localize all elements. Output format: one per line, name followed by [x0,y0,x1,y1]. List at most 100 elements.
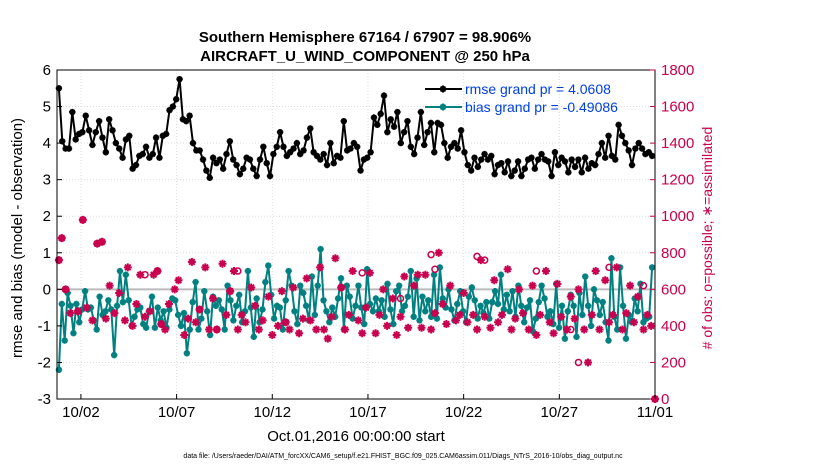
rmse-point [82,112,89,119]
bias-point [55,366,63,373]
obs-assimilated-point [337,283,346,292]
obs-possible-point [574,358,583,367]
rmse-point [72,136,79,143]
bias-point [108,306,115,313]
bias-point [393,287,400,295]
rmse-point [347,145,354,152]
rmse-point [105,116,113,123]
rmse-point [92,128,99,136]
rmse-point [116,145,123,152]
rmse-point [226,138,234,145]
obs-assimilated-point [344,310,353,319]
obs-possible-point [567,325,575,334]
legend: rmse grand pr = 4.0608 bias grand pr = -… [425,81,618,115]
bias-point [262,278,269,286]
bias-point [244,267,252,275]
obs-assimilated-point [587,310,596,319]
obs-assimilated-point [518,309,527,318]
rmse-point [290,145,297,152]
rmse-point [270,150,277,158]
rmse-point [541,156,549,163]
rmse-point [431,149,438,156]
rmse-point [300,147,307,154]
y-left-tick-label: 5 [43,99,51,116]
bias-point [529,328,537,335]
obs-assimilated-point [306,316,315,325]
bias-point [640,319,647,326]
rmse-point [501,169,508,176]
bias-point [299,289,307,297]
rmse-point [333,152,341,160]
bias-point [140,320,147,328]
bias-point [183,350,191,357]
bias-point [64,289,71,297]
obs-assimilated-point [383,321,392,330]
rmse-point [109,127,116,134]
y-axis-right-label: # of obs: o=possible; ∗=assimilated [699,127,715,350]
obs-assimilated-point [528,281,537,290]
rmse-point [186,112,193,119]
rmse-point [126,132,133,139]
bias-point [276,304,284,311]
obs-possible-point [74,307,82,316]
bias-point [326,319,333,326]
rmse-point [404,117,411,125]
bias-point [273,302,281,309]
rmse-point [213,160,220,167]
obs-assimilated-point [476,256,485,265]
obs-assimilated-point [626,281,635,290]
rmse-point [327,139,334,147]
obs-assimilated-point [451,316,460,325]
obs-assimilated-point [132,299,141,308]
bias-point [323,308,330,315]
rmse-point [199,156,207,163]
obs-assimilated-point [274,321,283,330]
rmse-point [538,150,545,158]
obs-assimilated-point [226,287,235,296]
obs-assimilated-point [400,272,409,281]
rmse-point [571,163,579,171]
bias-point [579,311,586,319]
bias-point [648,264,656,271]
rmse-point [387,116,394,123]
obs-assimilated-point [362,303,371,312]
bias-point [125,297,132,304]
rmse-point [605,132,612,139]
rmse-point [246,156,254,163]
obs-assimilated-point [97,237,106,246]
bias-point [265,262,272,269]
rmse-point [370,114,378,121]
obs-assimilated-point [507,325,516,334]
bias-point [518,302,525,309]
rmse-point [441,139,448,147]
rmse-point [240,165,247,172]
bias-point [477,302,484,309]
rmse-point [551,149,559,156]
bias-point [544,313,551,320]
rmse-point [99,134,106,141]
obs-assimilated-point [434,248,443,257]
bias-point [390,320,397,328]
rmse-point [481,150,488,158]
y-left-tick-label: -2 [38,354,51,371]
rmse-point [263,160,270,167]
bias-point [366,300,374,308]
obs-assimilated-point [180,331,189,340]
y-right-tick-label: 400 [661,318,686,335]
rmse-point [498,160,505,167]
bias-point [491,287,499,295]
obs-assimilated-point [110,309,119,318]
rmse-point [602,154,609,161]
bias-point [78,306,86,313]
bias-point [270,315,278,322]
bias-point [142,324,150,331]
obs-assimilated-point [430,309,439,318]
rmse-point [380,92,388,99]
obs-possible-point [473,252,481,261]
rmse-point [59,138,66,145]
chart-title: Southern Hemisphere 67164 / 67907 = 98.9… [199,29,531,46]
rmse-point [578,169,585,176]
rmse-point [558,154,565,161]
obs-assimilated-point [254,325,263,334]
